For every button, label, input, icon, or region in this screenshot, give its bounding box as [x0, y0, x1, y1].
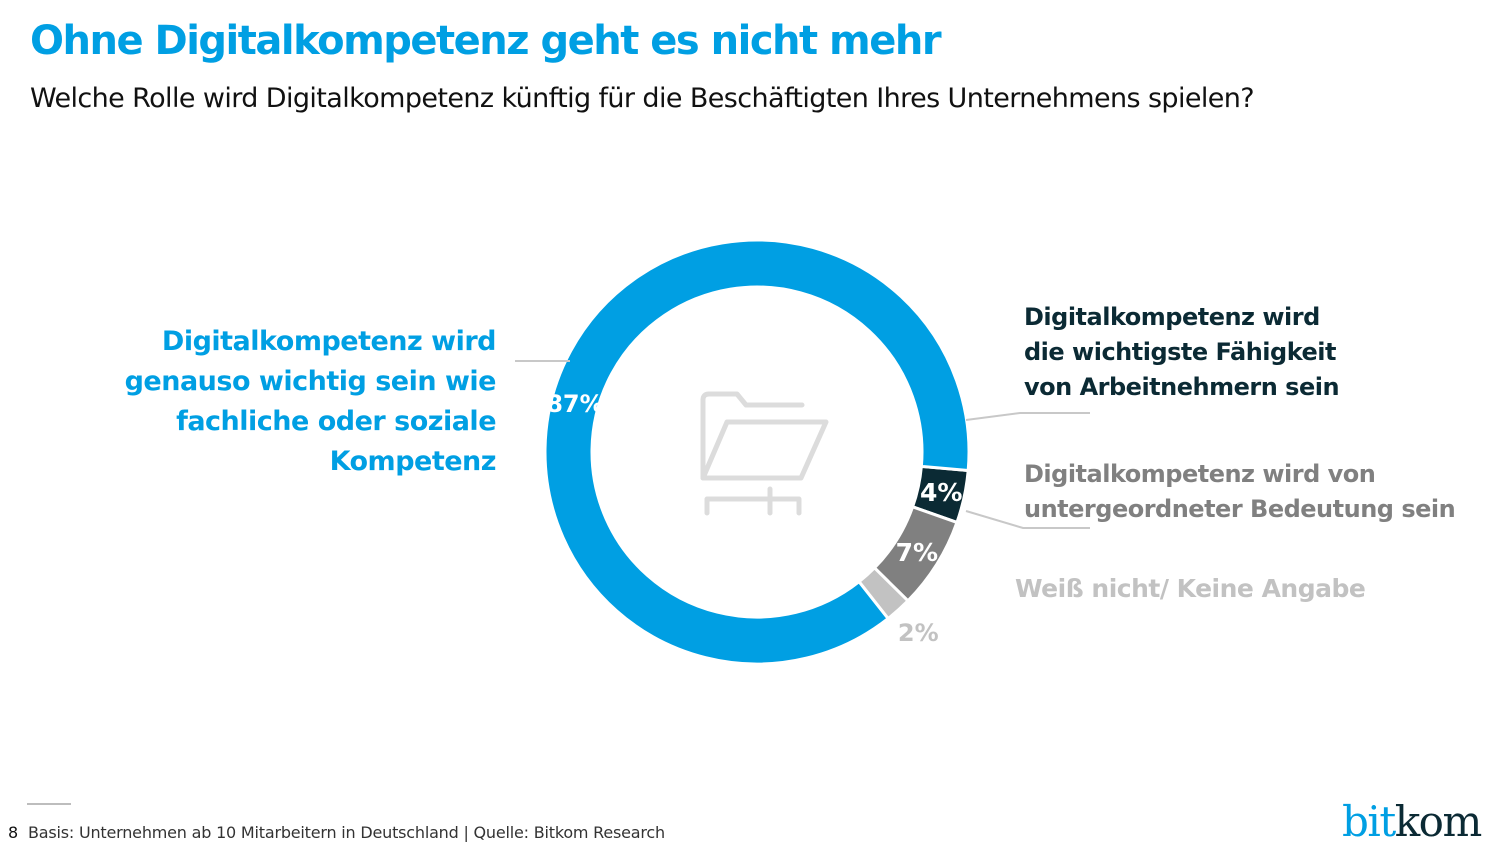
label-line: die wichtigste Fähigkeit [1024, 338, 1337, 366]
slice-value-label: 2% [898, 619, 939, 647]
donut-slice [543, 238, 971, 666]
label-line: fachliche oder soziale [176, 406, 496, 437]
bitkom-logo: bitkom [1342, 797, 1483, 846]
label-line: Digitalkompetenz wird [161, 326, 497, 357]
label-line: von Arbeitnehmern sein [1024, 373, 1340, 401]
label-most-important: Digitalkompetenz wird die wichtigste Fäh… [1024, 300, 1444, 405]
source-note: Basis: Unternehmen ab 10 Mitarbeitern in… [28, 823, 665, 842]
footer-divider [27, 803, 71, 805]
label-dont-know: Weiß nicht/ Keine Angabe [1015, 574, 1366, 603]
folder-network-icon [700, 391, 829, 516]
slice-value-label: 7% [896, 538, 938, 567]
page-number: 8 [8, 823, 19, 842]
label-line: genauso wichtig sein wie [124, 366, 497, 397]
leader-line-low [965, 510, 1090, 529]
logo-part-bit: bit [1342, 797, 1396, 846]
label-line: Digitalkompetenz wird [1024, 303, 1320, 331]
chart-subtitle: Welche Rolle wird Digitalkompetenz künft… [30, 83, 1255, 114]
label-equally-important: Digitalkompetenz wird genauso wichtig se… [76, 322, 497, 482]
chart-title: Ohne Digitalkompetenz geht es nicht mehr [30, 18, 942, 64]
label-line: Kompetenz [329, 446, 497, 477]
label-line: untergeordneter Bedeutung sein [1024, 495, 1456, 523]
logo-part-kom: kom [1394, 797, 1483, 846]
label-subordinate: Digitalkompetenz wird von untergeordnete… [1024, 457, 1494, 527]
slice-value-label: 87% [546, 390, 603, 418]
slice-value-label: 4% [920, 478, 962, 507]
label-line: Digitalkompetenz wird von [1024, 460, 1376, 488]
leader-line-top [965, 412, 1090, 421]
